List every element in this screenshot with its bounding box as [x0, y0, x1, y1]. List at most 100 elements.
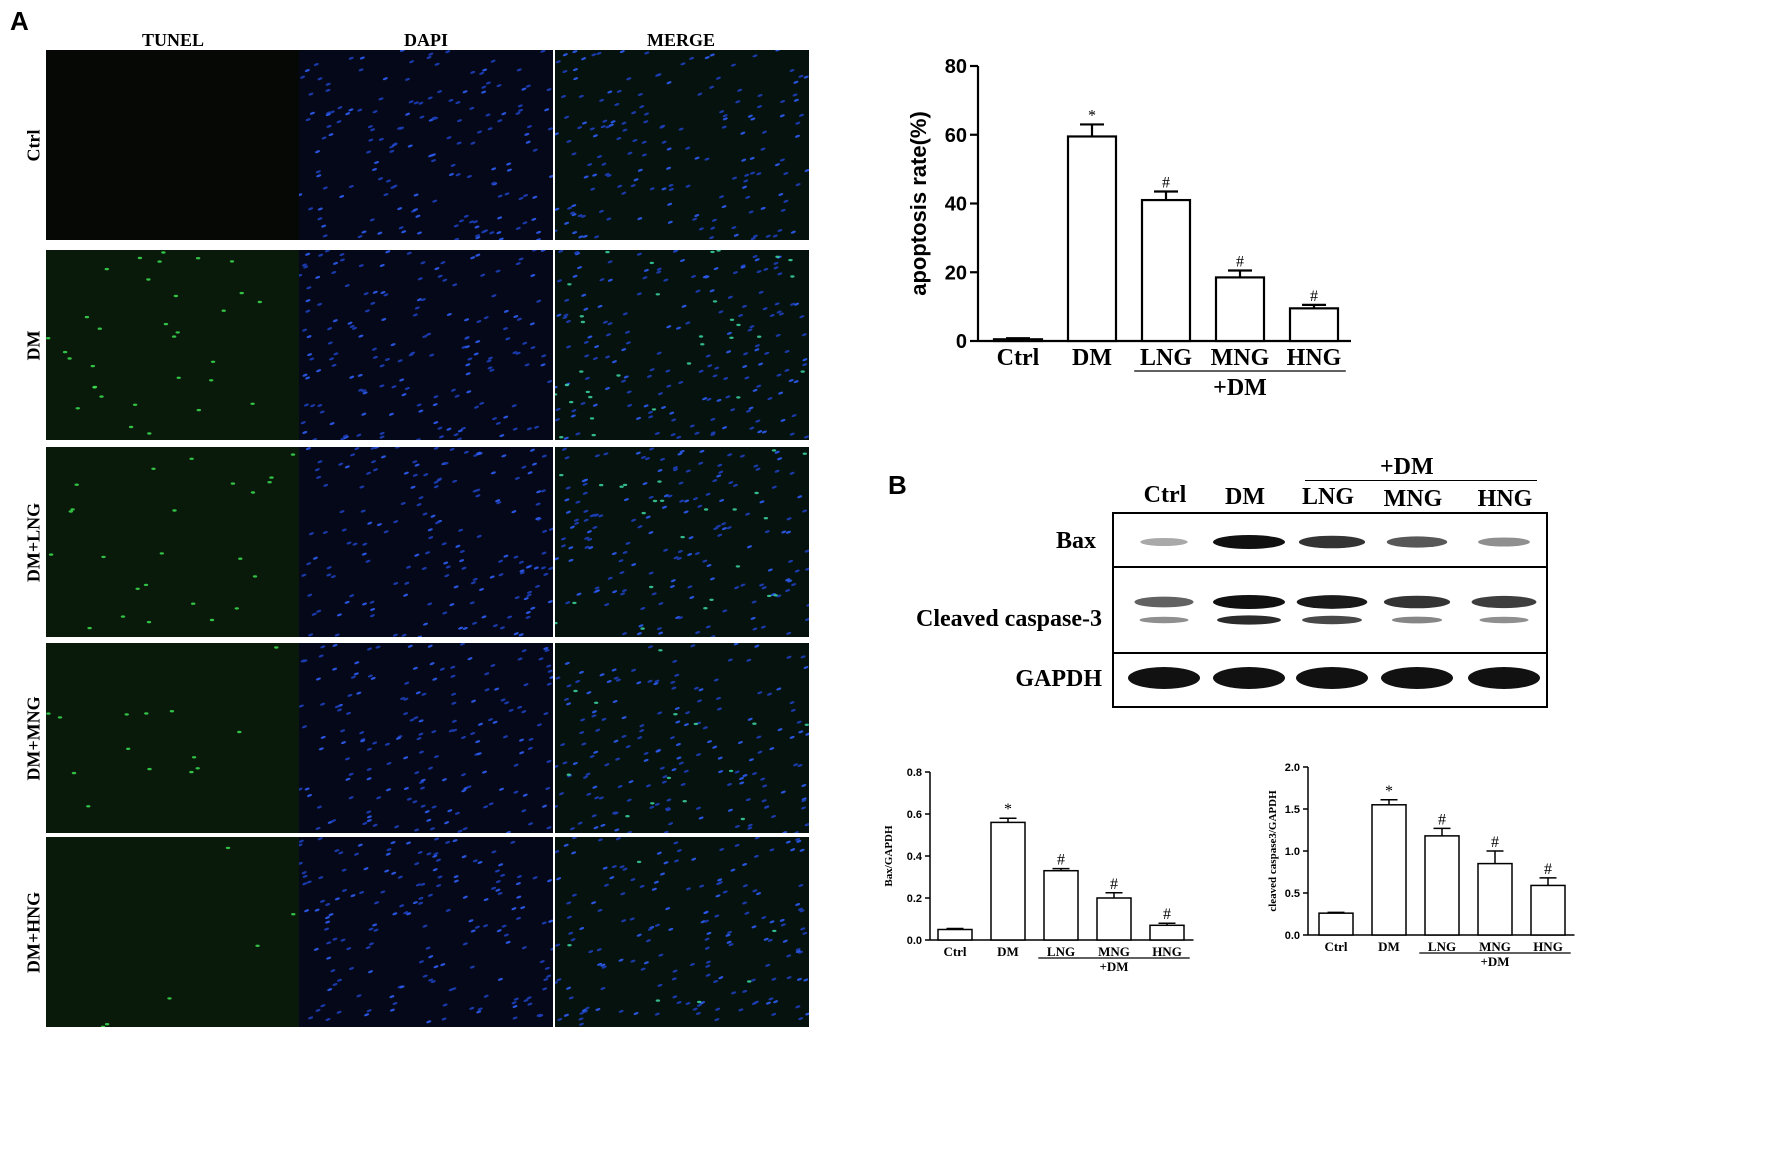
- band-gapdh-1: [1213, 667, 1285, 689]
- micrograph-ctrl-tunel: [46, 50, 300, 240]
- category-label-hng: HNG: [1152, 944, 1182, 959]
- category-label-lng: LNG: [1428, 939, 1456, 954]
- bar-dm: [990, 821, 1026, 941]
- significance-marker: #: [1491, 834, 1499, 851]
- band-bax-1: [1213, 535, 1285, 549]
- band-bax-4: [1478, 537, 1530, 547]
- micrograph-dm-lng-tunel: [46, 447, 300, 637]
- significance-marker: *: [1385, 783, 1393, 800]
- y-tick-label: 0.4: [907, 851, 923, 863]
- band-bax-3: [1386, 536, 1448, 548]
- group-label: +DM: [1099, 959, 1128, 974]
- band-cleaved-caspase-3-lower-2: [1302, 615, 1362, 625]
- column-header-tunel: TUNEL: [141, 30, 204, 50]
- micrograph-dm-mng-dapi: [299, 643, 553, 833]
- bar-dm: [1066, 135, 1118, 343]
- category-label-ctrl: Ctrl: [943, 944, 966, 959]
- y-tick-label: 0.0: [1285, 930, 1300, 942]
- significance-marker: #: [1236, 254, 1244, 271]
- bar-lng: [1043, 869, 1079, 941]
- band-cleaved-caspase-3-upper-3: [1383, 595, 1451, 609]
- category-label-ctrl: Ctrl: [997, 345, 1040, 371]
- bar-ctrl: [1318, 912, 1354, 936]
- column-header-merge: MERGE: [646, 30, 715, 50]
- category-label-dm: DM: [1378, 939, 1400, 954]
- panel-label-a: A: [10, 6, 29, 36]
- bar-hng: [1149, 924, 1185, 941]
- bar-dm: [1371, 804, 1407, 936]
- band-gapdh-2: [1296, 667, 1368, 689]
- bar-lng: [1140, 198, 1192, 343]
- bar-hng: [1530, 884, 1566, 936]
- micrograph-dm-mng-tunel: [46, 643, 300, 833]
- category-label-lng: LNG: [1140, 345, 1192, 371]
- row-header-dm: DM: [23, 330, 44, 361]
- protein-label-gapdh: GAPDH: [1015, 666, 1102, 692]
- micrograph-dm-dapi: [299, 250, 553, 440]
- bar-ctrl: [937, 928, 973, 941]
- lane-label-dm: DM: [1225, 484, 1265, 510]
- category-label-mng: MNG: [1211, 345, 1270, 371]
- y-tick-label: 0: [956, 331, 967, 353]
- significance-marker: #: [1057, 852, 1065, 869]
- band-cleaved-caspase-3-upper-1: [1213, 595, 1285, 609]
- bar-hng: [1288, 307, 1340, 343]
- significance-marker: *: [1004, 801, 1012, 818]
- y-axis-label: Bax/GAPDH: [883, 825, 895, 887]
- row-header-ctrl: Ctrl: [23, 129, 44, 162]
- lane-label-mng: MNG: [1383, 486, 1443, 512]
- panel-label-b: B: [888, 470, 907, 500]
- category-label-hng: HNG: [1533, 939, 1563, 954]
- y-tick-label: 20: [945, 262, 967, 284]
- category-label-mng: MNG: [1479, 939, 1511, 954]
- band-bax-2: [1298, 535, 1366, 549]
- y-axis-label: cleaved caspase3/GAPDH: [1267, 790, 1279, 912]
- band-cleaved-caspase-3-upper-4: [1471, 595, 1537, 609]
- significance-marker: #: [1544, 861, 1552, 878]
- micrograph-dm-hng-merge: [555, 837, 809, 1027]
- category-label-hng: HNG: [1287, 345, 1342, 371]
- significance-marker: #: [1110, 876, 1118, 893]
- y-tick-label: 0.8: [907, 767, 922, 779]
- y-tick-label: 40: [945, 194, 967, 216]
- blot-group-line: [1305, 480, 1537, 481]
- y-tick-label: 0.5: [1285, 888, 1300, 900]
- micrograph-dm-hng-tunel: [46, 837, 300, 1027]
- bar-mng: [1214, 276, 1266, 343]
- bar-lng: [1424, 835, 1460, 936]
- micrograph-ctrl-merge: [555, 50, 809, 240]
- apoptosis-rate-chart: 0 20 40 60 80 apoptosis rate(%) Ctrl * DM # LNG # MN…: [906, 56, 1351, 401]
- y-axis-label: apoptosis rate(%): [906, 111, 931, 296]
- row-header-dm-hng: DM+HNG: [23, 891, 44, 974]
- micrograph-dm-hng-dapi: [299, 837, 553, 1027]
- y-tick-label: 1.5: [1285, 804, 1300, 816]
- category-label-lng: LNG: [1047, 944, 1075, 959]
- micrograph-dm-mng-merge: [555, 643, 809, 833]
- protein-label-bax: Bax: [1055, 528, 1096, 554]
- band-cleaved-caspase-3-lower-1: [1217, 615, 1281, 625]
- caspase-gapdh-chart: 0.0 0.5 1.0 1.5 2.0 cleaved caspase3/GAPDH Ctr…: [1267, 762, 1575, 969]
- y-tick-label: 60: [945, 125, 967, 147]
- band-cleaved-caspase-3-upper-0: [1134, 596, 1194, 608]
- group-label: +DM: [1480, 954, 1509, 969]
- protein-label-cleaved-caspase-3: Cleaved caspase-3: [916, 606, 1102, 632]
- significance-marker: #: [1163, 906, 1171, 923]
- band-bax-0: [1140, 537, 1188, 547]
- micrograph-ctrl-dapi: [299, 50, 553, 240]
- y-tick-label: 80: [945, 56, 967, 78]
- significance-marker: #: [1438, 811, 1446, 828]
- significance-marker: *: [1088, 107, 1096, 124]
- micrograph-dm-merge: [555, 250, 809, 440]
- y-tick-label: 0.6: [907, 809, 922, 821]
- micrograph-dm-lng-dapi: [299, 447, 553, 637]
- y-tick-label: 2.0: [1285, 762, 1300, 774]
- row-header-dm-mng: DM+MNG: [23, 696, 44, 781]
- group-label: +DM: [1213, 375, 1267, 401]
- bax-gapdh-chart: 0.0 0.2 0.4 0.6 0.8 Bax/GAPDH Ctrl * DM # LNG # MNG #…: [883, 767, 1194, 974]
- category-label-ctrl: Ctrl: [1324, 939, 1347, 954]
- band-gapdh-4: [1468, 667, 1540, 689]
- bar-mng: [1477, 862, 1513, 936]
- row-header-dm-lng: DM+LNG: [23, 502, 44, 583]
- band-gapdh-3: [1381, 667, 1453, 689]
- bar-ctrl: [992, 338, 1044, 343]
